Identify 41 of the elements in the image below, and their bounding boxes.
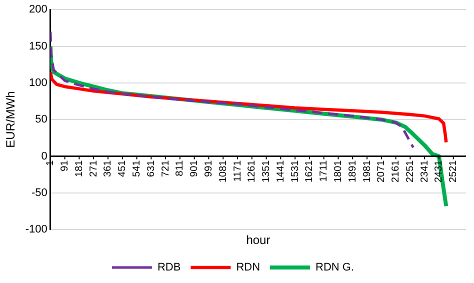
x-tick-label: 2521 [448, 160, 460, 183]
x-axis-title: hour [246, 233, 270, 248]
x-tick-label: 1261 [246, 160, 258, 183]
y-axis-title: EUR/MWh [4, 91, 18, 148]
x-tick-label: 361 [102, 160, 114, 177]
y-tick-label: 150 [29, 40, 48, 52]
x-tick-label: 541 [132, 160, 143, 177]
x-tick-label: 451 [117, 160, 128, 177]
y-tick-label: 50 [35, 114, 48, 126]
x-tick-label: 271 [88, 160, 100, 177]
x-tick-label: 1801 [332, 160, 344, 183]
x-tick-label: 91 [60, 160, 71, 172]
x-tick-label: 1351 [261, 160, 272, 183]
y-tick-label: -50 [32, 186, 48, 199]
line-series [50, 30, 414, 149]
y-tick-label: 100 [29, 76, 48, 89]
x-tick-label: 1081 [218, 160, 229, 183]
y-tick-label: 200 [29, 4, 48, 16]
x-tick-label: 2341 [419, 160, 430, 183]
x-tick-label: 1891 [347, 160, 358, 183]
x-tick-label: 1711 [318, 160, 330, 182]
x-tick-label: 2161 [390, 160, 402, 183]
legend-label: RDN [236, 262, 260, 274]
x-tick-label: 2431 [434, 160, 445, 183]
x-tick-label: 2251 [404, 160, 416, 183]
x-tick-label: 811 [174, 160, 186, 176]
x-tick-label: 1171 [232, 160, 244, 182]
x-tick-label: 631 [146, 160, 157, 177]
x-tick-label: 2071 [376, 160, 388, 183]
y-tick-label: -100 [25, 224, 48, 236]
x-tick-label: 1441 [275, 160, 286, 183]
x-tick-label: 991 [203, 160, 214, 177]
x-tick-label: 721 [160, 160, 172, 177]
x-tick-label: 1621 [304, 160, 316, 183]
legend-label: RDB [157, 262, 181, 274]
x-tick-label: 901 [189, 160, 200, 177]
x-tick-label: 1531 [290, 160, 301, 183]
x-tick-label: 1981 [362, 160, 373, 183]
legend-label: RDN G. [316, 262, 354, 274]
y-tick-label: 0 [41, 150, 48, 162]
x-tick-label: 181 [74, 160, 85, 177]
